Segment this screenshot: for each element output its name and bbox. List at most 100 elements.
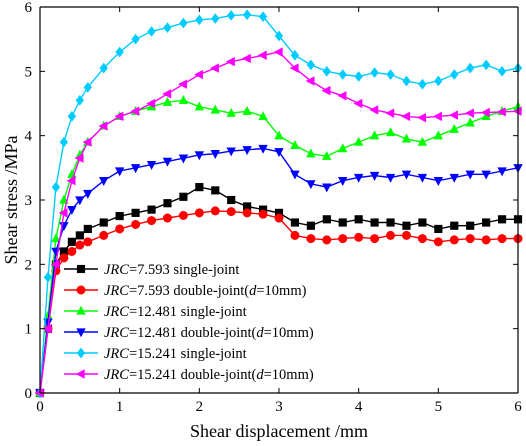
data-point [274,130,284,140]
data-point [434,75,443,87]
y-tick-label: 2 [25,257,33,273]
data-point [115,212,124,221]
data-point [115,46,124,58]
data-point [163,22,172,33]
legend-item: JRC=12.481 double-joint(d=10mm) [64,325,314,341]
data-point [131,219,141,229]
data-point [450,69,459,80]
data-point [480,107,490,118]
data-point [401,133,412,143]
data-point [258,144,268,154]
data-point [59,136,69,148]
data-point [337,91,347,101]
series-4 [35,144,523,399]
legend-label: JRC=12.481 double-joint(d=10mm) [104,325,314,341]
data-point [338,234,348,244]
legend-label-part: =7.593 single-joint [129,262,239,278]
data-point [43,318,53,328]
data-point [195,183,204,192]
data-point [401,170,412,180]
legend-label-part: JRC [104,346,129,362]
data-point [43,271,53,283]
data-point [370,67,379,78]
legend-label-part: JRC [104,262,129,278]
data-point [354,71,363,82]
data-point [417,136,428,146]
data-point [322,183,332,193]
y-tick-label: 1 [25,322,33,338]
data-point [370,234,380,244]
data-point [290,230,300,240]
data-point [496,107,506,117]
data-point [147,26,156,37]
legend-item: JRC=15.241 single-joint [64,346,247,362]
legend-label: JRC=12.481 single-joint [104,304,247,320]
data-point [402,75,411,87]
data-point [418,78,427,90]
data-point [465,117,475,127]
legend-label-part: d [256,325,264,341]
data-point [83,189,93,199]
data-point [99,218,108,227]
data-point [433,237,443,247]
data-point [417,234,427,244]
x-tick-label: 4 [355,399,363,415]
data-point [305,76,315,86]
data-point [50,259,60,270]
legend-marker [76,285,86,295]
data-point [385,173,396,183]
data-point [99,230,109,240]
legend-label-part: JRC [104,325,129,341]
data-point [179,17,188,29]
data-point [162,96,173,106]
data-point [51,233,61,243]
data-point [321,85,331,96]
data-point [66,176,76,186]
data-point [83,224,92,234]
data-point [338,69,347,80]
legend-label-part: d [256,367,264,383]
data-point [466,62,475,74]
legend-label-part: d [249,283,257,299]
data-point [178,210,188,220]
data-point [83,82,92,93]
data-point [338,218,347,227]
data-point [210,150,220,159]
data-point [417,112,427,123]
data-point [258,111,268,121]
data-point [210,63,219,73]
legend-item: JRC=7.593 double-joint(d=10mm) [64,283,307,299]
data-point [114,111,124,122]
data-point [449,173,459,183]
data-point [353,136,364,146]
legend-label-part: =15.241 single-joint [129,346,247,362]
legend-item: JRC=12.481 single-joint [64,304,247,320]
data-point [306,221,315,230]
y-axis-title: Shear stress /MPa [1,136,21,265]
data-point [481,235,491,245]
x-tick-label: 1 [116,399,124,415]
data-point [258,11,268,22]
data-point [115,224,125,234]
data-point [465,234,475,244]
data-point [210,104,220,114]
data-point [497,66,507,77]
data-point [146,98,156,109]
data-point [194,208,204,218]
series-6 [34,47,522,398]
data-point [227,10,236,21]
data-point [99,62,108,74]
data-point [497,167,507,177]
data-point [75,196,85,206]
data-point [274,148,284,158]
data-point [75,240,85,250]
data-point [481,170,491,180]
data-point [178,79,188,89]
data-point [274,30,284,42]
data-point [226,207,236,217]
data-point [194,69,203,80]
data-point [289,63,299,73]
data-point [322,215,331,224]
legend-marker [76,347,86,359]
data-point [450,221,459,230]
